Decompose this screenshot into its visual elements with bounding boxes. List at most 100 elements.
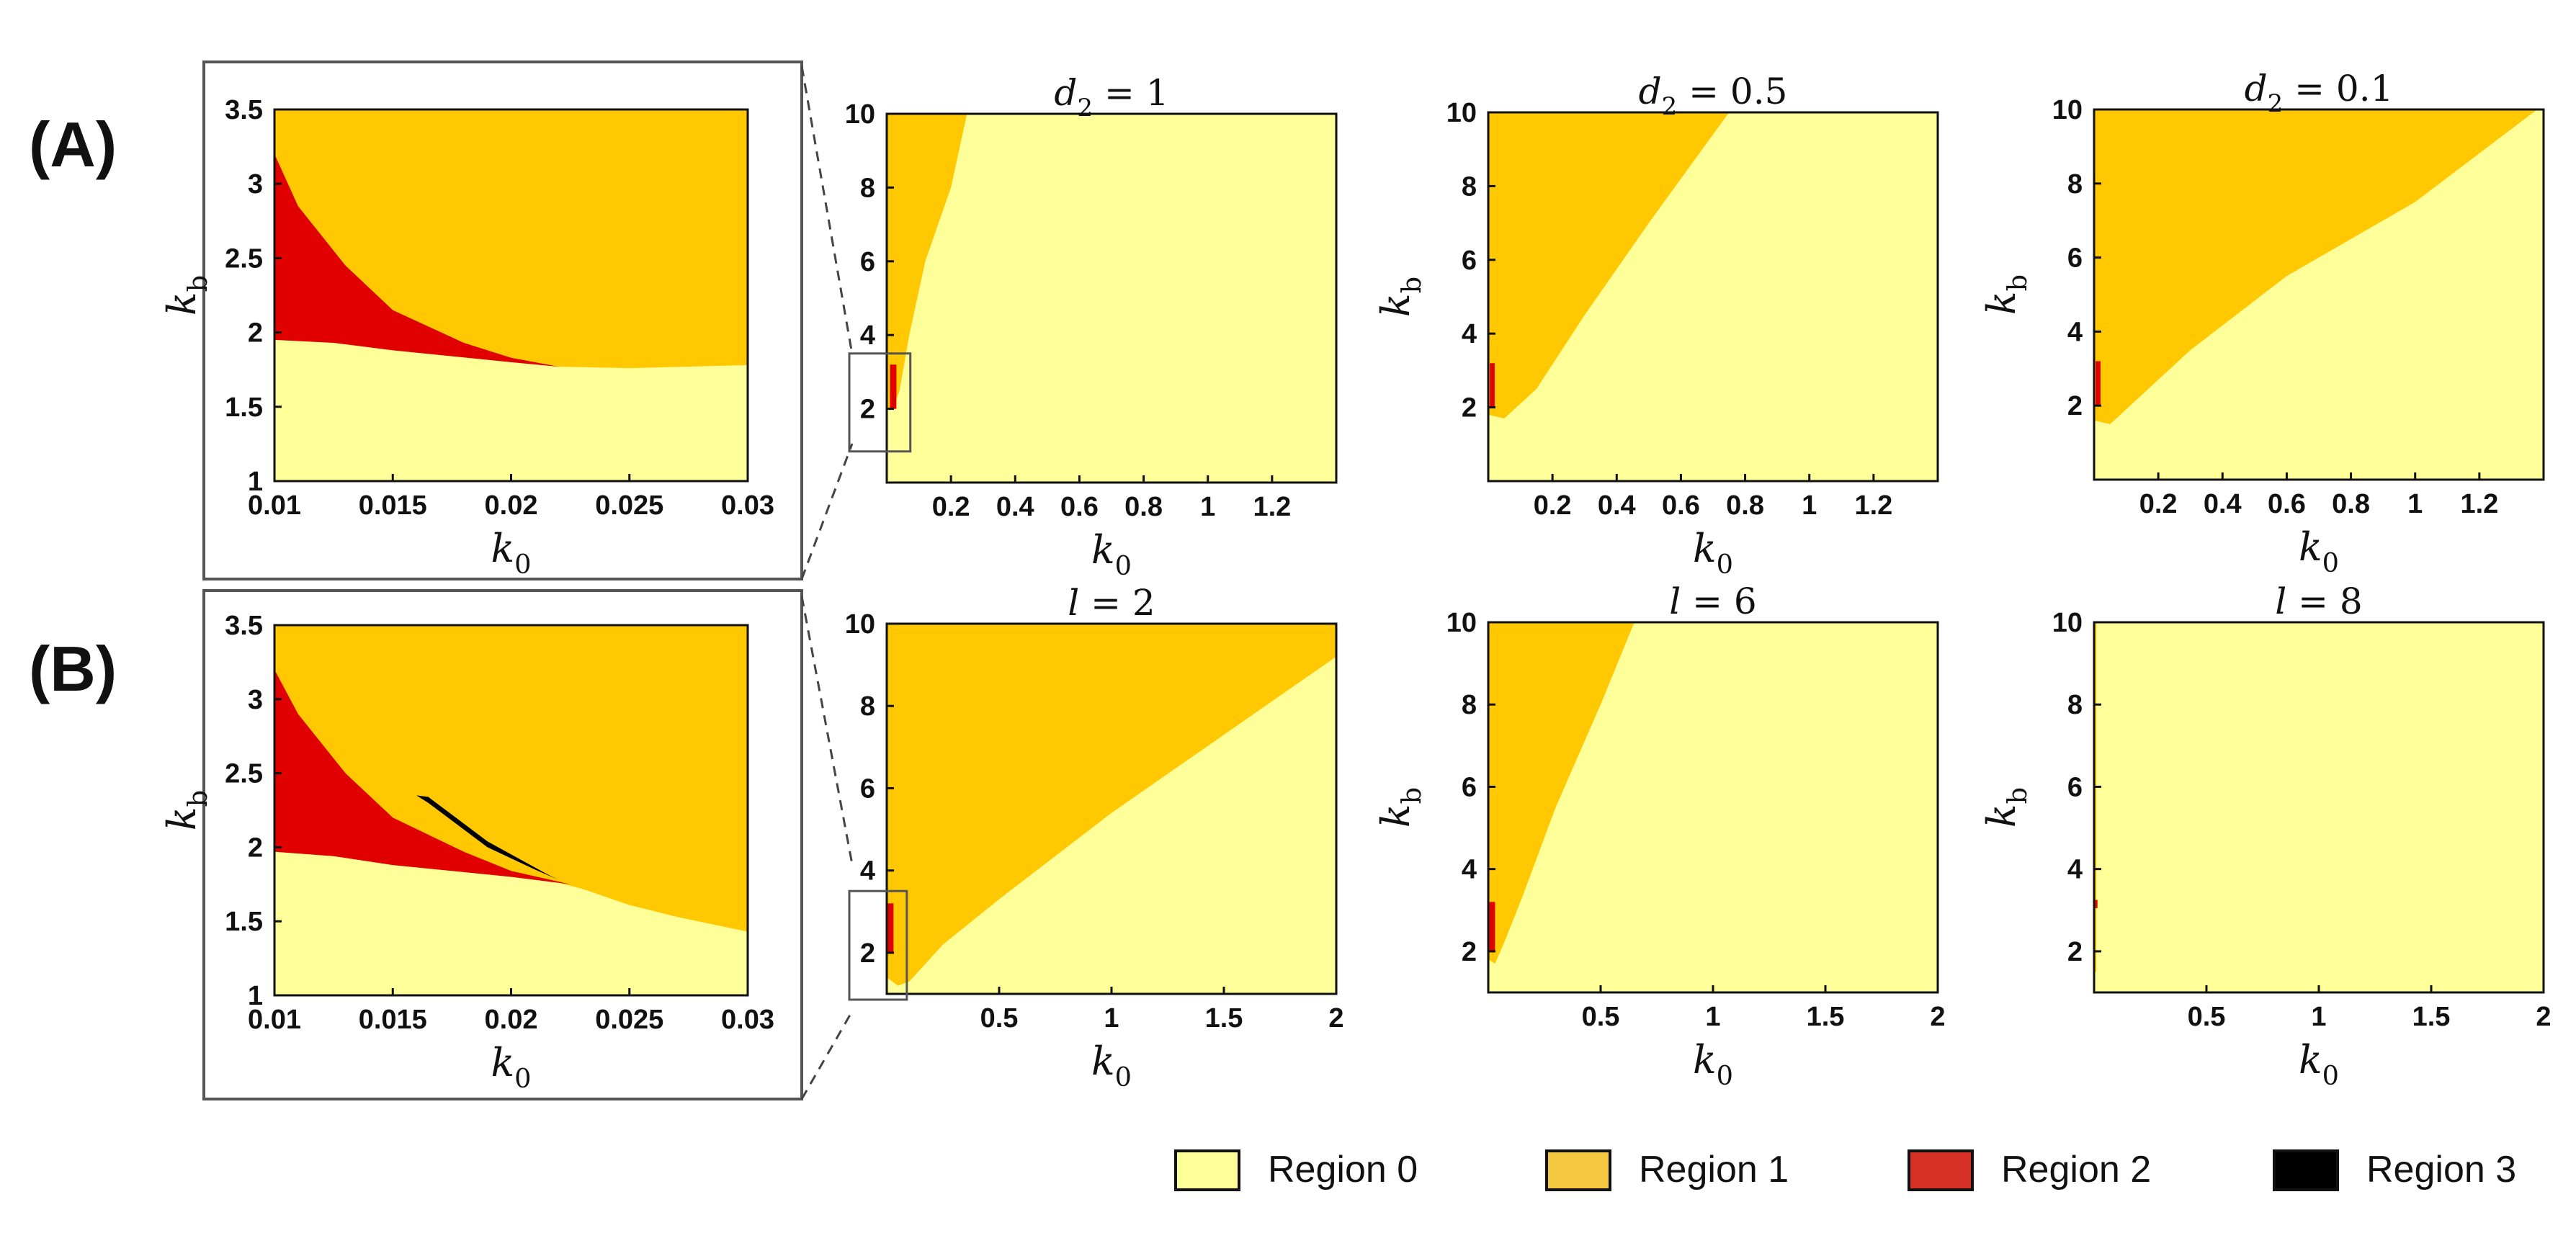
y-axis-label: kb — [1979, 274, 2033, 315]
zoom-connector-line — [800, 443, 854, 580]
zoom-box — [848, 352, 912, 453]
x-tick-label: 0.4 — [996, 492, 1034, 522]
legend-swatch-region-0 — [1174, 1149, 1240, 1191]
x-tick-label: 0.4 — [1598, 490, 1636, 521]
region-1-area — [2094, 109, 2538, 424]
y-axis-label: kb — [159, 275, 213, 315]
plot-frame — [1487, 111, 1939, 483]
region-2-area — [887, 903, 894, 953]
x-tick-label: 1 — [1200, 492, 1215, 522]
x-axis-label: k0 — [491, 1040, 531, 1094]
x-tick-label: 0.8 — [1124, 492, 1163, 522]
y-tick-label: 2 — [248, 318, 263, 349]
x-tick-label: 1.5 — [1205, 1003, 1243, 1034]
inset-frame — [202, 60, 803, 580]
y-tick-label: 6 — [1462, 772, 1477, 802]
y-tick-label: 4 — [2067, 855, 2083, 885]
chart-b-inset: 0.01 0.015 0.02 0.025 0.03 1 1.5 2 2.5 3 3.5 k0 kb — [159, 589, 803, 1100]
y-axis-label: kb — [159, 790, 213, 830]
chart-a2: 0.2 0.4 0.6 0.8 1 1.2 2 4 6 8 10 k0 kb d2 = 0.5 — [1373, 71, 1939, 580]
y-tick-label: 10 — [1446, 608, 1477, 638]
chart-b1: 0.5 1 1.5 2 2 4 6 8 10 k0 l = 2 — [845, 582, 1344, 1093]
x-tick-label: 0.01 — [248, 490, 301, 521]
y-tick-label: 4 — [2067, 317, 2083, 347]
zoom-box — [848, 889, 908, 1001]
y-tick-label: 4 — [1462, 319, 1477, 349]
x-tick-label: 2 — [1930, 1002, 1945, 1032]
chart-b3: 0.5 1 1.5 2 2 4 6 8 10 k0 kb l = 8 — [1979, 580, 2552, 1091]
y-tick-label: 8 — [860, 173, 875, 203]
row-label-a: (A) — [29, 109, 117, 180]
x-tick-label: 0.5 — [1582, 1002, 1620, 1032]
x-tick-label: 0.6 — [2268, 489, 2306, 519]
y-tick-label: 6 — [2067, 772, 2083, 802]
chart-title: d2 = 0.5 — [1639, 71, 1788, 121]
row-label-b: (B) — [29, 633, 117, 704]
y-tick-label: 1 — [248, 467, 263, 497]
plot-frame — [885, 112, 1338, 484]
x-tick-label: 1.5 — [2412, 1002, 2451, 1032]
region-0-background — [887, 114, 1336, 483]
y-tick-label: 8 — [2067, 169, 2083, 199]
y-tick-label: 2 — [2067, 937, 2083, 967]
x-tick-label: 0.6 — [1060, 492, 1099, 522]
x-tick-label: 0.6 — [1662, 490, 1700, 521]
chart-a1: 0.2 0.4 0.6 0.8 1 1.2 2 4 6 8 10 k0 d2 = 1 — [845, 72, 1338, 581]
x-axis-label: k0 — [491, 526, 531, 580]
y-tick-label: 2 — [860, 938, 875, 969]
y-tick-label: 2 — [248, 833, 263, 863]
x-tick-label: 1.2 — [1253, 492, 1291, 522]
x-tick-label: 0.2 — [932, 492, 970, 522]
y-tick-label: 2 — [1462, 393, 1477, 423]
x-tick-label: 1 — [1802, 490, 1817, 521]
zoom-connector-line — [800, 66, 854, 355]
x-axis-label: k0 — [2299, 1037, 2339, 1091]
x-axis-label: k0 — [2299, 524, 2339, 578]
y-tick-label: 6 — [1462, 246, 1477, 276]
y-tick-label: 10 — [845, 609, 875, 640]
x-axis-label: k0 — [1091, 527, 1132, 581]
y-tick-label: 8 — [860, 691, 875, 722]
legend: Region 0 Region 1 Region 2 Region 3 — [1174, 1142, 2543, 1207]
y-tick-label: 3.5 — [225, 611, 263, 641]
region-1-area — [1488, 622, 1634, 964]
region-2-area — [274, 153, 559, 367]
legend-label-region-0: Region 0 — [1268, 1149, 1418, 1191]
chart-title: d2 = 0.1 — [2245, 68, 2394, 118]
plot-frame — [2093, 108, 2545, 481]
y-tick-label: 6 — [2067, 243, 2083, 274]
x-tick-label: 0.5 — [980, 1003, 1019, 1034]
legend-label-region-2: Region 2 — [2001, 1149, 2152, 1191]
legend-label-region-3: Region 3 — [2366, 1149, 2517, 1191]
y-tick-label: 10 — [1446, 98, 1477, 128]
chart-title: d2 = 1 — [1054, 72, 1168, 122]
region-1-area — [1488, 112, 1730, 418]
y-tick-label: 2 — [2067, 391, 2083, 421]
y-tick-label: 4 — [1462, 855, 1477, 885]
x-axis-label: k0 — [1693, 1037, 1733, 1091]
legend-swatch-region-1 — [1545, 1149, 1611, 1191]
y-tick-label: 1.5 — [225, 907, 263, 937]
region-3-area — [416, 795, 559, 880]
region-2-area — [2096, 361, 2101, 406]
region-1-area — [887, 114, 967, 409]
x-tick-label: 1.2 — [1854, 490, 1892, 521]
y-tick-label: 8 — [2067, 690, 2083, 720]
x-tick-label: 1 — [2407, 489, 2423, 519]
x-tick-label: 0.015 — [359, 1005, 427, 1035]
chart-title: l = 2 — [1068, 582, 1155, 624]
y-tick-label: 10 — [2052, 608, 2083, 638]
x-tick-label: 2 — [1328, 1003, 1343, 1034]
chart-b2: 0.5 1 1.5 2 2 4 6 8 10 k0 kb l = 6 — [1373, 580, 1946, 1091]
zoom-connector-line — [800, 1010, 854, 1100]
y-tick-label: 6 — [860, 774, 875, 804]
region-0-background — [2094, 622, 2544, 992]
x-tick-label: 1.2 — [2460, 489, 2498, 519]
x-tick-label: 2 — [2536, 1002, 2551, 1032]
region-0-area — [274, 339, 748, 481]
region-2-area — [274, 669, 571, 884]
x-tick-label: 0.025 — [595, 1005, 663, 1035]
region-2-area — [1489, 902, 1495, 951]
y-axis-label: kb — [1979, 787, 2033, 828]
legend-swatch-region-2 — [1908, 1149, 1974, 1191]
